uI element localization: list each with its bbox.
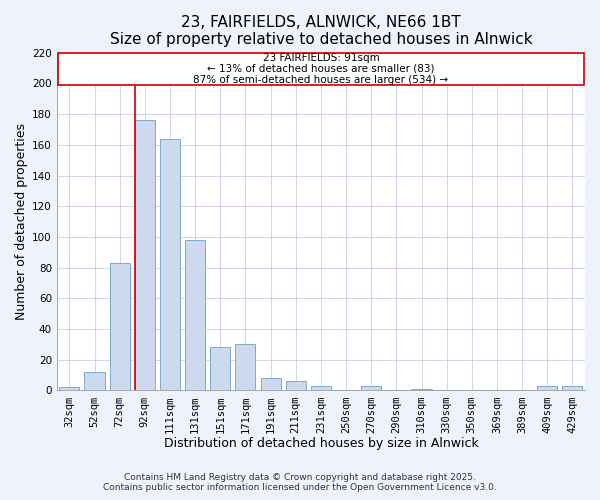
Title: 23, FAIRFIELDS, ALNWICK, NE66 1BT
Size of property relative to detached houses i: 23, FAIRFIELDS, ALNWICK, NE66 1BT Size o… — [110, 15, 532, 48]
Bar — [185, 240, 205, 390]
Y-axis label: Number of detached properties: Number of detached properties — [15, 123, 28, 320]
Bar — [160, 138, 180, 390]
FancyBboxPatch shape — [58, 52, 584, 85]
Bar — [85, 372, 104, 390]
Bar — [210, 348, 230, 391]
Text: 87% of semi-detached houses are larger (534) →: 87% of semi-detached houses are larger (… — [193, 74, 448, 85]
Bar — [412, 389, 431, 390]
Bar — [562, 386, 583, 390]
Text: Contains HM Land Registry data © Crown copyright and database right 2025.
Contai: Contains HM Land Registry data © Crown c… — [103, 473, 497, 492]
Bar — [260, 378, 281, 390]
Bar — [59, 388, 79, 390]
Bar — [537, 386, 557, 390]
Bar — [286, 382, 306, 390]
Text: ← 13% of detached houses are smaller (83): ← 13% of detached houses are smaller (83… — [207, 64, 434, 74]
Bar — [110, 263, 130, 390]
Bar — [135, 120, 155, 390]
Bar — [311, 386, 331, 390]
Bar — [361, 386, 381, 390]
X-axis label: Distribution of detached houses by size in Alnwick: Distribution of detached houses by size … — [164, 437, 478, 450]
Bar — [235, 344, 256, 391]
Text: 23 FAIRFIELDS: 91sqm: 23 FAIRFIELDS: 91sqm — [263, 53, 379, 63]
